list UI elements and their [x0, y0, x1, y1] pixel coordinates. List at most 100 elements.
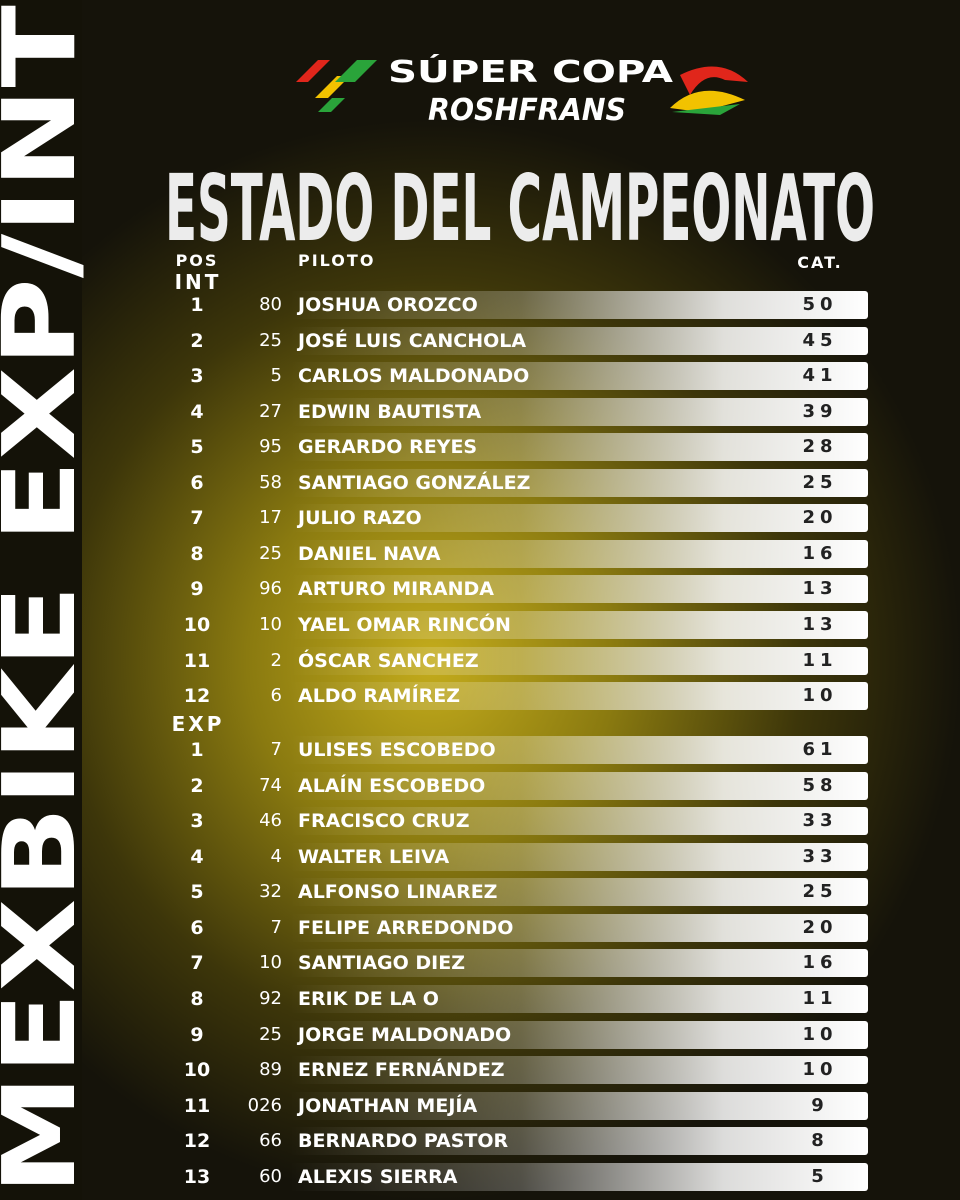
rider-name: ULISES ESCOBEDO	[298, 739, 496, 761]
rider-number: 4	[270, 845, 282, 867]
position: 12	[183, 685, 211, 708]
rider-name: ERIK DE LA O	[298, 988, 439, 1011]
rider-number: 2	[270, 649, 282, 671]
row-bar	[290, 736, 868, 764]
position: 10	[183, 1059, 211, 1082]
position: 8	[190, 542, 204, 565]
rider-name: YAEL OMAR RINCÓN	[298, 613, 511, 636]
row-bar	[290, 539, 868, 568]
side-title: MEXBIKE EXP/INT	[0, 5, 98, 1195]
position: 8	[190, 988, 204, 1011]
rider-number: 74	[259, 774, 282, 796]
position: 11	[183, 1094, 211, 1117]
title: ESTADO DEL CAMPEONATO	[165, 155, 875, 262]
logo-bird	[680, 66, 748, 95]
rider-number: 46	[259, 810, 282, 832]
row-bar	[290, 878, 868, 907]
position: 9	[190, 1023, 204, 1046]
points: 33	[802, 845, 838, 867]
points: 10	[802, 685, 838, 707]
row-bar	[290, 397, 868, 426]
brand-line1: SÚPER COPA	[388, 53, 674, 90]
position: 4	[190, 400, 204, 423]
position: 7	[190, 507, 204, 530]
rider-name: SANTIAGO GONZÁLEZ	[298, 471, 531, 494]
rider-number: 25	[259, 1023, 282, 1045]
section-label: INT	[174, 270, 222, 294]
position: 5	[190, 881, 204, 904]
rider-name: FRACISCO CRUZ	[298, 810, 470, 833]
rider-name: ALAÍN ESCOBEDO	[298, 774, 486, 797]
rider-name: DANIEL NAVA	[298, 542, 441, 565]
row-bar	[290, 291, 868, 319]
position: 10	[183, 613, 211, 636]
points: 16	[802, 542, 838, 564]
rider-number: 25	[259, 542, 282, 564]
rider-number: 6	[270, 685, 282, 707]
rider-name: ERNEZ FERNÁNDEZ	[298, 1059, 505, 1082]
header-pos: POS	[175, 251, 219, 270]
row-bar	[290, 610, 868, 639]
row-bar	[290, 433, 868, 462]
row-bar	[290, 913, 868, 942]
rider-name: ÓSCAR SANCHEZ	[298, 649, 479, 672]
position: 9	[190, 578, 204, 601]
rider-number: 92	[259, 988, 282, 1010]
points: 28	[802, 436, 838, 458]
rider-number: 80	[259, 294, 282, 315]
rider-name: CARLOS MALDONADO	[298, 365, 530, 388]
header-points: CAT.	[797, 253, 843, 272]
brand-line2: ROSHFRANS	[428, 93, 626, 128]
rider-name: JOSHUA OROZCO	[298, 294, 478, 316]
points: 16	[802, 952, 838, 974]
position: 6	[190, 471, 204, 494]
rider-name: ALDO RAMÍREZ	[298, 685, 461, 708]
points: 25	[802, 881, 838, 903]
row-bar	[290, 504, 868, 533]
row-bar	[290, 1020, 868, 1049]
row-bar	[290, 807, 868, 836]
points: 45	[802, 329, 838, 351]
rider-name: EDWIN BAUTISTA	[298, 400, 482, 423]
row-bar	[290, 1091, 868, 1120]
points: 5	[811, 1165, 829, 1187]
points: 9	[811, 1094, 829, 1116]
rider-name: ALFONSO LINAREZ	[298, 881, 498, 904]
position: 1	[190, 294, 204, 316]
rider-name: FELIPE ARREDONDO	[298, 916, 514, 939]
points: 11	[802, 988, 838, 1010]
logo-bird	[672, 104, 740, 115]
points: 20	[802, 507, 838, 529]
points: 58	[802, 774, 838, 796]
position: 3	[190, 365, 204, 388]
position: 4	[190, 845, 204, 868]
rider-name: JORGE MALDONADO	[298, 1023, 512, 1046]
points: 8	[811, 1130, 829, 1152]
row-bar	[290, 949, 868, 978]
points: 41	[802, 365, 838, 387]
rider-number: 95	[259, 436, 282, 458]
row-bar	[290, 842, 868, 871]
rider-name: GERARDO REYES	[298, 436, 478, 459]
rider-number: 10	[259, 613, 282, 635]
rider-number: 32	[259, 881, 282, 903]
rider-name: JULIO RAZO	[298, 507, 422, 530]
position: 11	[183, 649, 211, 672]
points: 20	[802, 916, 838, 938]
logo-mark	[296, 60, 330, 82]
rider-number: 25	[259, 329, 282, 351]
rider-number: 66	[259, 1130, 282, 1152]
rider-name: JONATHAN MEJÍA	[298, 1094, 478, 1117]
rider-name: JOSÉ LUIS CANCHOLA	[298, 329, 527, 352]
logo-mark	[335, 60, 377, 82]
position: 12	[183, 1130, 211, 1153]
points: 39	[802, 400, 838, 422]
rider-number: 5	[270, 365, 282, 387]
logo-mark	[318, 98, 345, 112]
rider-number: 17	[259, 507, 282, 529]
points: 25	[802, 471, 838, 493]
points: 13	[802, 613, 838, 635]
row-bar	[290, 468, 868, 497]
rider-number: 026	[247, 1094, 282, 1116]
